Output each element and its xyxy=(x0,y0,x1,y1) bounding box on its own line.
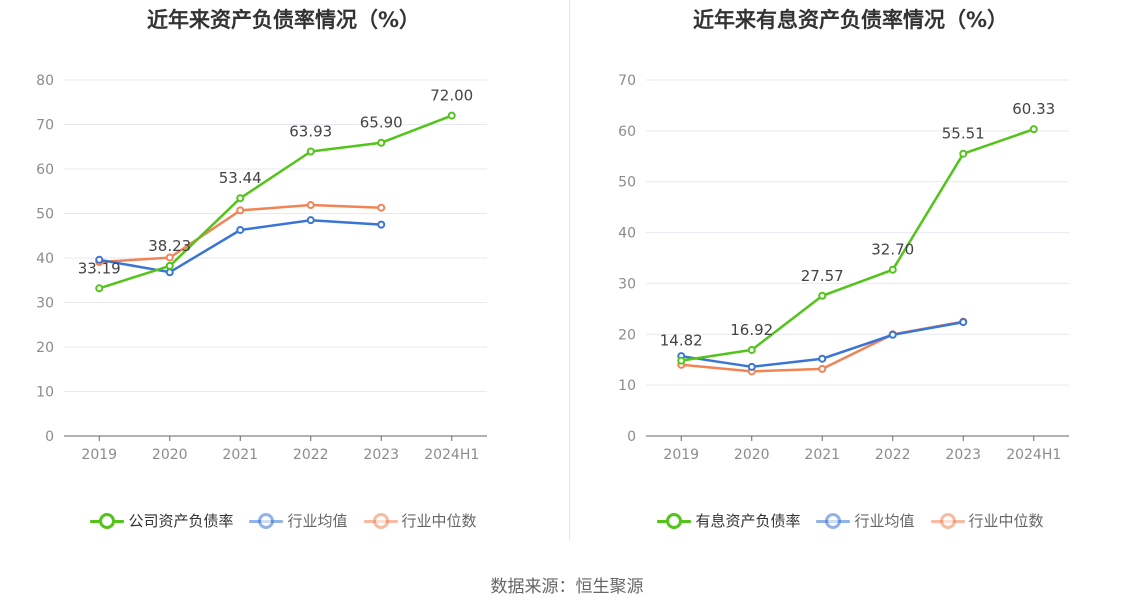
chart-legend: 公司资产负债率 行业均值 行业中位数 xyxy=(0,510,567,531)
x-tick-label: 2024H1 xyxy=(1006,447,1061,463)
data-point xyxy=(818,291,827,300)
data-point xyxy=(377,220,386,229)
data-point xyxy=(306,147,315,156)
data-label: 27.57 xyxy=(801,267,844,285)
y-tick-label: 20 xyxy=(36,340,54,356)
y-tick-label: 40 xyxy=(618,226,636,242)
data-point xyxy=(1029,125,1038,134)
data-point xyxy=(306,216,315,225)
right-chart-panel: 近年来有息资产负债率情况（%） 0 10 20 30 40 50 60 70 2019 2020 2… xyxy=(567,0,1134,560)
data-point xyxy=(165,268,174,277)
data-point xyxy=(818,364,827,373)
data-source-note: 数据来源：恒生聚源 xyxy=(490,577,644,597)
data-label: 55.51 xyxy=(942,125,985,143)
data-point xyxy=(959,149,968,158)
legend-item[interactable]: 行业均值 xyxy=(249,510,348,531)
data-point xyxy=(165,261,174,270)
legend-item[interactable]: 有息资产负债率 xyxy=(657,510,800,531)
data-point xyxy=(95,284,104,293)
y-tick-label: 30 xyxy=(618,276,636,292)
y-tick-label: 30 xyxy=(36,296,54,312)
x-tick-label: 2019 xyxy=(663,447,699,463)
chart-title: 近年来有息资产负债率情况（%） xyxy=(692,8,1009,32)
legend-label: 有息资产负债率 xyxy=(695,512,801,530)
x-tick-label: 2019 xyxy=(81,447,117,463)
legend-label: 公司资产负债率 xyxy=(128,512,234,530)
y-tick-label: 20 xyxy=(618,327,636,343)
x-tick-label: 2022 xyxy=(293,447,329,463)
data-point xyxy=(747,345,756,354)
chart-title: 近年来资产负债率情况（%） xyxy=(146,8,421,32)
legend-label: 行业中位数 xyxy=(401,512,477,530)
y-tick-label: 70 xyxy=(618,73,636,89)
data-point xyxy=(236,225,245,234)
data-label: 63.93 xyxy=(289,123,332,141)
x-tick-label: 2021 xyxy=(222,447,258,463)
data-label: 14.82 xyxy=(660,332,703,350)
legend-marker-icon xyxy=(816,512,851,529)
left-chart-panel: 近年来资产负债率情况（%） 0 10 20 30 40 50 60 70 80 2019 2020 2… xyxy=(0,0,567,560)
y-tick-label: 0 xyxy=(627,429,636,445)
data-point xyxy=(677,356,686,365)
legend-item[interactable]: 行业中位数 xyxy=(363,510,477,531)
data-point xyxy=(95,255,104,264)
data-point xyxy=(888,330,897,339)
data-label: 65.90 xyxy=(360,114,403,132)
data-point xyxy=(447,111,456,120)
y-tick-label: 40 xyxy=(36,251,54,267)
data-label: 72.00 xyxy=(430,87,473,105)
x-tick-label: 2022 xyxy=(875,447,911,463)
legend-item[interactable]: 行业中位数 xyxy=(930,510,1044,531)
data-label: 16.92 xyxy=(730,321,773,339)
y-tick-label: 10 xyxy=(36,385,54,401)
data-point xyxy=(377,138,386,147)
y-tick-label: 50 xyxy=(36,207,54,223)
data-label: 53.44 xyxy=(219,169,262,187)
legend-item[interactable]: 公司资产负债率 xyxy=(90,510,233,531)
panel-divider xyxy=(569,0,570,540)
line-chart: 0 10 20 30 40 50 60 70 80 2019 2020 2021 2022 2023 202… xyxy=(36,73,487,463)
x-tick-label: 2020 xyxy=(152,447,188,463)
series-line xyxy=(681,128,1035,362)
data-point xyxy=(236,194,245,203)
y-tick-label: 50 xyxy=(618,175,636,191)
x-tick-label: 2023 xyxy=(363,447,399,463)
y-tick-label: 80 xyxy=(36,73,54,89)
legend-marker-icon xyxy=(930,512,965,529)
y-tick-label: 60 xyxy=(36,162,54,178)
x-tick-label: 2023 xyxy=(945,447,981,463)
data-label: 32.70 xyxy=(871,241,914,259)
series-line xyxy=(98,114,453,290)
legend-marker-icon xyxy=(90,512,125,529)
chart-legend: 有息资产负债率 行业均值 行业中位数 xyxy=(567,510,1134,531)
data-point xyxy=(306,201,315,210)
y-tick-label: 0 xyxy=(45,429,54,445)
data-point xyxy=(959,318,968,327)
data-point xyxy=(818,354,827,363)
legend-label: 行业均值 xyxy=(854,512,915,530)
y-tick-label: 70 xyxy=(36,118,54,134)
legend-marker-icon xyxy=(657,512,692,529)
data-label: 60.33 xyxy=(1012,100,1055,118)
data-point xyxy=(888,265,897,274)
data-point xyxy=(747,362,756,371)
data-point xyxy=(377,203,386,212)
legend-item[interactable]: 行业均值 xyxy=(816,510,915,531)
legend-label: 行业中位数 xyxy=(968,512,1044,530)
legend-marker-icon xyxy=(249,512,284,529)
legend-label: 行业均值 xyxy=(287,512,348,530)
data-point xyxy=(165,253,174,262)
legend-marker-icon xyxy=(363,512,398,529)
data-label: 38.23 xyxy=(148,237,191,255)
line-chart: 0 10 20 30 40 50 60 70 2019 2020 2021 2022 2023 2024H… xyxy=(618,73,1069,463)
data-label: 33.19 xyxy=(78,259,121,277)
y-tick-label: 10 xyxy=(618,378,636,394)
y-tick-label: 60 xyxy=(618,124,636,140)
x-tick-label: 2024H1 xyxy=(424,447,479,463)
data-point xyxy=(236,206,245,215)
x-tick-label: 2021 xyxy=(804,447,840,463)
x-tick-label: 2020 xyxy=(734,447,770,463)
